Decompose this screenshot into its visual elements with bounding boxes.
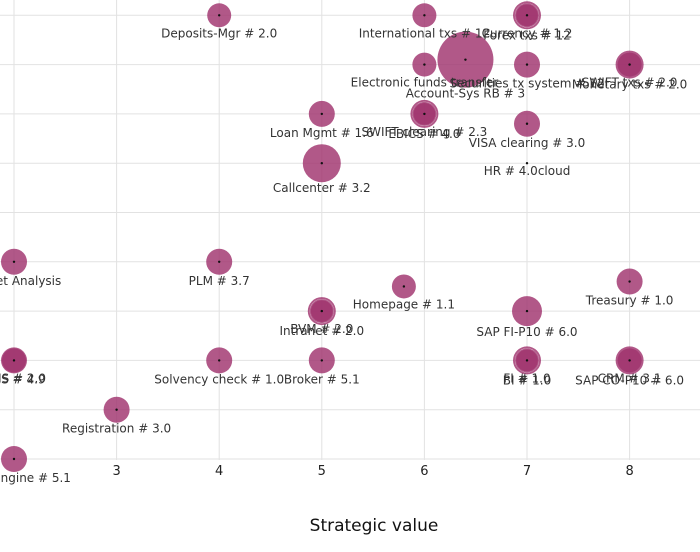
bubble-label: Solvency check # 1.0 — [154, 372, 284, 386]
bubble-center-dot — [628, 280, 631, 283]
x-tick-label: 7 — [523, 464, 531, 479]
bubble-center-dot — [525, 162, 529, 165]
bubble-label: Loan Mgmt # 1.6 — [270, 126, 374, 140]
x-tick-label: 4 — [215, 464, 223, 479]
grid — [0, 0, 700, 460]
x-tick-label: 6 — [420, 464, 428, 479]
bubble-center-dot — [525, 359, 529, 362]
x-axis-title: Strategic value — [310, 516, 439, 536]
bubble-center-dot — [525, 309, 529, 313]
bubble-label: Callcenter # 3.2 — [273, 181, 371, 195]
bubble-center-dot — [115, 408, 118, 411]
bubble-label: Homepage # 1.1 — [353, 297, 455, 311]
bubble-center-dot — [628, 359, 631, 362]
bubble-label: Deposits-Mgr # 2.0 — [161, 26, 277, 40]
bubble-label: Broker # 5.1 — [284, 372, 360, 386]
bubble-label: CRM # 3.1 — [598, 371, 662, 385]
bubble-label: Treasury # 1.0 — [585, 294, 674, 308]
bubble-center-dot — [320, 162, 323, 165]
bubble-label: EBICS # 4.0 — [388, 127, 460, 141]
bubble-label: CMS # 4.9 — [0, 372, 46, 386]
bubble-label: SWIFT clearing # 2.3 — [362, 125, 488, 139]
bubble-label: Securities tx system # 12 — [450, 77, 605, 91]
bubble-center-dot — [320, 359, 323, 362]
bubble-center-dot — [12, 260, 16, 263]
bubble-label: PLM # 3.7 — [189, 274, 250, 288]
bubble-center-dot — [423, 63, 426, 66]
bubble-center-dot — [320, 309, 323, 313]
x-tick-label: 5 — [318, 464, 326, 479]
x-tick-label: 3 — [112, 464, 120, 479]
bubble-label: HR # 4.0cloud — [484, 164, 571, 178]
bubble-label: SWIFT txs # 2.0 — [582, 76, 678, 90]
bubble-label: FI # 1.0 — [503, 371, 550, 385]
bubble-label: DMS # 2.0 — [0, 371, 46, 385]
bubble-label: Registration # 3.0 — [62, 422, 171, 436]
bubble-center-dot — [628, 63, 631, 66]
bubble-center-dot — [525, 14, 529, 17]
bubble-label: Account-Sys RB # 3 — [406, 87, 525, 101]
bubble-center-dot — [218, 14, 221, 17]
bubble-label: SAP FI-P10 # 6.0 — [476, 325, 577, 339]
bubble-label: Electronic funds transfer — [351, 76, 499, 90]
bubble-label: International txs # 12 — [359, 26, 490, 40]
bubble-label: Monetary txs # 2.0 — [572, 78, 687, 92]
bubble-center-dot — [218, 359, 221, 362]
bubble-label: BI # 1.0 — [503, 373, 552, 387]
bubble-label: VISA clearing # 3.0 — [469, 136, 586, 150]
x-tick-label: 8 — [625, 464, 633, 479]
bubble-label: Currency # 1.2 — [482, 26, 573, 40]
bubble-center-dot — [423, 14, 426, 17]
bubble-center-dot — [12, 359, 16, 362]
x-tick-labels: 3 4 5 6 7 8 — [112, 464, 633, 479]
bubble-center-dot — [402, 285, 406, 288]
bubble-label: SAP CO-P10 # 6.0 — [575, 373, 684, 387]
bubble-center-dot — [525, 122, 529, 125]
bubbles — [1, 1, 644, 472]
bubble-center-dot — [423, 112, 426, 116]
bubble-center-dot — [525, 63, 529, 66]
bubble-label: Forex txs # 12 — [483, 28, 571, 42]
bubble-label: BVM # 2.0 — [290, 322, 353, 336]
bubble-center-dot — [320, 112, 323, 116]
bubble-label: Market Analysis — [0, 274, 61, 288]
bubble-center-dot — [12, 457, 16, 461]
bubble-labels: Deposits-Mgr # 2.0 International txs # 12… — [0, 26, 687, 485]
bubble-center-dot — [464, 58, 467, 61]
bubble-label: Rules engine # 5.1 — [0, 471, 71, 485]
bubble-label: Intranet # 2.0 — [279, 324, 364, 338]
bubble-center-dot — [218, 260, 221, 263]
